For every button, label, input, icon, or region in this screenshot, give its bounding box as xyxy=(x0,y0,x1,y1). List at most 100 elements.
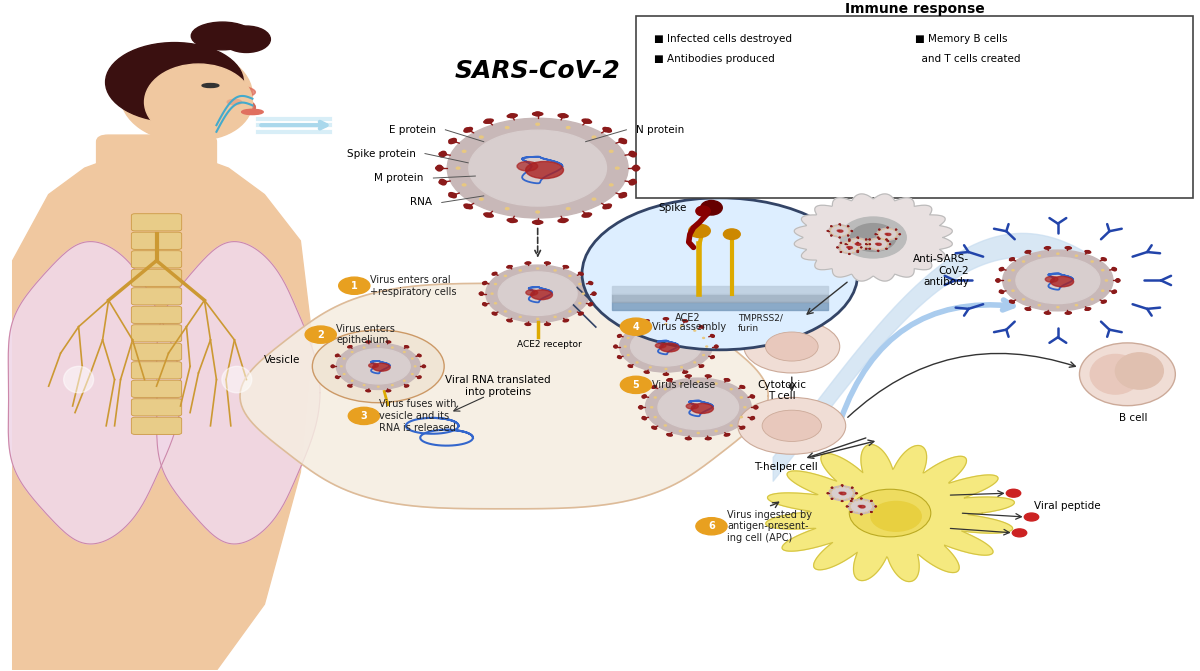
Circle shape xyxy=(1086,308,1090,310)
Circle shape xyxy=(412,358,413,359)
Circle shape xyxy=(494,313,497,315)
Circle shape xyxy=(629,180,636,185)
Circle shape xyxy=(839,242,860,254)
Circle shape xyxy=(743,387,745,389)
Circle shape xyxy=(559,218,566,223)
Circle shape xyxy=(702,365,703,366)
Ellipse shape xyxy=(1091,354,1140,394)
Circle shape xyxy=(740,386,743,387)
Circle shape xyxy=(604,205,611,209)
Circle shape xyxy=(578,283,581,285)
Circle shape xyxy=(442,152,445,154)
Circle shape xyxy=(386,341,388,342)
Circle shape xyxy=(1038,255,1040,256)
Circle shape xyxy=(654,427,656,429)
Text: Viral RNA translated
into proteins: Viral RNA translated into proteins xyxy=(445,375,551,397)
Circle shape xyxy=(559,113,566,118)
Circle shape xyxy=(1088,308,1091,309)
Circle shape xyxy=(439,152,446,156)
Circle shape xyxy=(643,395,646,397)
Circle shape xyxy=(754,406,758,409)
Circle shape xyxy=(468,127,473,130)
Circle shape xyxy=(850,240,866,249)
Circle shape xyxy=(628,365,630,366)
Circle shape xyxy=(665,368,667,370)
Circle shape xyxy=(1001,292,1003,293)
Circle shape xyxy=(727,433,730,435)
Circle shape xyxy=(667,380,670,381)
Circle shape xyxy=(848,499,875,514)
Circle shape xyxy=(1114,290,1116,291)
Text: Vesicle: Vesicle xyxy=(264,355,300,365)
Circle shape xyxy=(440,154,444,157)
Circle shape xyxy=(583,119,590,123)
Text: Viral peptide: Viral peptide xyxy=(1034,501,1100,511)
Circle shape xyxy=(640,406,642,407)
Circle shape xyxy=(1008,280,1010,281)
Circle shape xyxy=(482,303,485,304)
Circle shape xyxy=(642,417,647,419)
Circle shape xyxy=(592,136,595,138)
Text: N protein: N protein xyxy=(636,125,684,135)
Circle shape xyxy=(419,376,421,377)
Circle shape xyxy=(578,272,581,274)
Text: E protein: E protein xyxy=(389,125,436,135)
Ellipse shape xyxy=(773,417,811,435)
Circle shape xyxy=(997,278,1000,280)
Circle shape xyxy=(484,213,488,215)
Ellipse shape xyxy=(877,244,881,246)
Circle shape xyxy=(751,417,755,418)
Circle shape xyxy=(646,378,751,437)
Circle shape xyxy=(592,293,596,295)
Circle shape xyxy=(665,389,666,390)
Circle shape xyxy=(642,395,647,398)
Circle shape xyxy=(480,292,482,293)
Ellipse shape xyxy=(696,206,710,216)
Circle shape xyxy=(554,316,556,317)
Circle shape xyxy=(683,320,688,322)
FancyBboxPatch shape xyxy=(131,399,181,416)
Circle shape xyxy=(1088,252,1091,253)
Circle shape xyxy=(437,165,442,168)
Circle shape xyxy=(636,362,638,363)
Circle shape xyxy=(1000,291,1004,293)
Circle shape xyxy=(1025,308,1027,309)
Circle shape xyxy=(528,323,530,325)
Text: 5: 5 xyxy=(632,380,640,390)
Circle shape xyxy=(348,385,352,387)
Circle shape xyxy=(715,383,718,384)
Ellipse shape xyxy=(858,505,862,507)
Circle shape xyxy=(404,386,407,387)
Circle shape xyxy=(422,366,426,367)
Circle shape xyxy=(510,266,512,267)
Circle shape xyxy=(368,341,371,342)
Circle shape xyxy=(331,366,335,367)
Circle shape xyxy=(331,366,334,368)
Circle shape xyxy=(449,193,456,197)
Circle shape xyxy=(422,365,425,366)
Circle shape xyxy=(1104,259,1106,261)
Circle shape xyxy=(1000,290,1002,291)
Circle shape xyxy=(1044,312,1048,313)
Circle shape xyxy=(336,376,338,378)
Circle shape xyxy=(590,303,593,304)
Circle shape xyxy=(602,127,607,130)
Circle shape xyxy=(464,130,468,132)
Circle shape xyxy=(1069,312,1072,313)
Circle shape xyxy=(222,26,270,52)
Circle shape xyxy=(652,387,654,389)
Text: Immune response: Immune response xyxy=(845,2,984,16)
Circle shape xyxy=(366,341,370,343)
Circle shape xyxy=(740,427,743,429)
Circle shape xyxy=(578,313,583,315)
Circle shape xyxy=(618,356,622,358)
Ellipse shape xyxy=(689,224,710,238)
Circle shape xyxy=(1075,255,1078,256)
Circle shape xyxy=(593,292,595,293)
Circle shape xyxy=(877,228,899,240)
FancyBboxPatch shape xyxy=(612,294,828,301)
Circle shape xyxy=(581,274,583,275)
Circle shape xyxy=(581,312,583,313)
Circle shape xyxy=(534,220,541,224)
Circle shape xyxy=(558,114,563,117)
